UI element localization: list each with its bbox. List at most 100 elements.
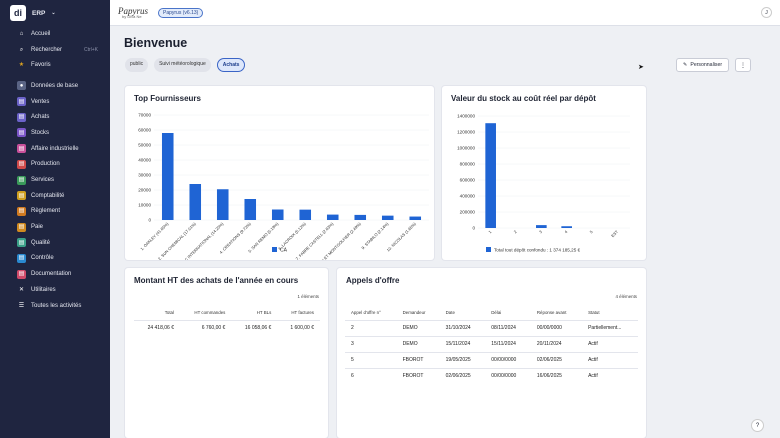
element-count: 4 éléments <box>615 294 637 299</box>
y-tick-label: 200000 <box>460 210 476 215</box>
chip-2[interactable]: Achats <box>216 58 246 72</box>
sidebar-item-11[interactable]: ▤ Règlement <box>0 204 110 220</box>
card-title: Valeur du stock au coût réel par dépôt <box>451 94 596 103</box>
bar[interactable] <box>536 225 547 228</box>
tenders-table: Appel d'offre n° Demandeur Date Délai Répons… <box>345 305 638 384</box>
sidebar-item-5[interactable]: ▤ Achats <box>0 109 110 125</box>
brand-name: Papyrus <box>118 6 148 16</box>
app-title: ERP <box>32 9 46 17</box>
table-cell: 16 058,06 € <box>231 319 278 336</box>
y-tick-label: 400000 <box>460 194 476 199</box>
bar[interactable] <box>409 216 422 220</box>
card-title: Top Fournisseurs <box>134 94 201 103</box>
bar[interactable] <box>299 209 312 220</box>
sidebar-item-7[interactable]: ▤ Affaire industrielle <box>0 141 110 157</box>
box-icon: ▤ <box>17 128 26 138</box>
topbar: Papyrus by Diva Ne Papyrus (v6.13) J <box>110 0 780 26</box>
column-header: HT factures <box>291 309 314 315</box>
sidebar-item-16[interactable]: ✕ Utilitaires <box>0 282 110 298</box>
legend-swatch <box>272 247 277 252</box>
sidebar-item-label: Données de base <box>31 82 79 89</box>
sidebar-item-0[interactable]: ⌂ Accueil <box>0 26 110 42</box>
mouse-cursor-icon: ➤ <box>638 64 644 71</box>
sidebar-item-label: Accueil <box>31 30 51 37</box>
y-tick-label: 800000 <box>460 162 476 167</box>
y-tick-label: 1400000 <box>457 114 475 119</box>
sidebar-item-label: Paie <box>31 224 44 231</box>
y-tick-label: 10000 <box>138 203 151 208</box>
calculator-icon: ▤ <box>17 191 26 201</box>
chip-0[interactable]: public <box>125 58 149 72</box>
customize-button[interactable]: ✎ Personnaliser <box>676 58 730 72</box>
sidebar-item-3[interactable]: ● Données de base <box>0 78 110 94</box>
help-button[interactable]: ? <box>751 419 764 432</box>
bar[interactable] <box>561 226 572 228</box>
brand-logo[interactable]: Papyrus by Diva Ne <box>118 6 148 19</box>
sidebar-item-1[interactable]: ⌕ Rechercher Ctrl+K <box>0 42 110 58</box>
sidebar-item-4[interactable]: ▤ Ventes <box>0 94 110 110</box>
sidebar-item-9[interactable]: ▤ Services <box>0 172 110 188</box>
sidebar-item-10[interactable]: ▤ Comptabilité <box>0 188 110 204</box>
bar[interactable] <box>271 209 284 221</box>
column-header: Appel d'offre n° <box>351 309 381 315</box>
table-cell: DEMO <box>396 319 440 336</box>
sidebar-menu: ⌂ Accueil ⌕ Rechercher Ctrl+K ★ Favoris ● Donnée… <box>0 26 110 313</box>
pencil-icon: ✎ <box>683 62 688 68</box>
table-row[interactable]: 5 FBOROT 19/05/2025 00/00/0000 02/06/2025 Act… <box>345 351 638 368</box>
table-cell: 1 600,00 € <box>277 319 320 336</box>
x-tick-label: 9. STABILO (2.14%) <box>360 221 390 251</box>
sidebar-item-label: Règlement <box>31 208 61 215</box>
x-tick-label: 1 <box>487 229 493 235</box>
sidebar-item-17[interactable]: ☰ Toutes les activités <box>0 298 110 314</box>
table-cell: 24 418,06 € <box>134 319 180 336</box>
wallet-icon: ▤ <box>17 222 26 232</box>
purchase-amount-card: Montant HT des achats de l'année en cour… <box>125 268 328 438</box>
legend-label: Total tout dépôt confondu : 1 374 185,25… <box>494 248 581 253</box>
bar[interactable] <box>244 199 257 220</box>
table-cell: 20/11/2024 <box>530 335 583 352</box>
sidebar-item-label: Contrôle <box>31 255 54 262</box>
sidebar-item-label: Qualité <box>31 239 51 246</box>
y-tick-label: 20000 <box>138 188 151 193</box>
x-tick-label: 1. OAKLEY (41.65%) <box>139 221 170 252</box>
bar[interactable] <box>216 189 229 220</box>
sidebar-item-2[interactable]: ★ Favoris <box>0 57 110 73</box>
sidebar-item-label: Affaire industrielle <box>31 145 79 152</box>
shortcut-hint: Ctrl+K <box>83 46 98 53</box>
table-cell: 31/10/2024 <box>439 319 486 336</box>
version-badge: Papyrus (v6.13) <box>158 7 204 18</box>
column-header: Réponse avant <box>536 309 567 315</box>
sidebar-header[interactable]: di ERP ⌄ <box>0 0 110 26</box>
bar[interactable] <box>485 123 496 228</box>
table-cell: FBOROT <box>396 367 440 384</box>
app-logo: di <box>10 5 26 21</box>
table-cell: Actif <box>582 335 638 352</box>
table-row[interactable]: 3 DEMO 15/11/2024 15/11/2024 20/11/2024 Actif <box>345 335 638 352</box>
dashboard-chips: public Suivi météorologique Achats <box>125 58 246 72</box>
bar[interactable] <box>161 133 174 220</box>
x-tick-label: 5 <box>589 229 595 235</box>
search-icon: ⌕ <box>19 46 24 53</box>
bar[interactable] <box>189 184 202 220</box>
chip-1[interactable]: Suivi météorologique <box>154 58 211 72</box>
bar[interactable] <box>326 214 339 220</box>
sidebar-item-15[interactable]: ▤ Documentation <box>0 266 110 282</box>
table-row[interactable]: 6 FBOROT 02/06/2025 00/00/0000 16/06/2025 Act… <box>345 367 638 384</box>
sidebar-item-6[interactable]: ▤ Stocks <box>0 125 110 141</box>
y-tick-label: 0 <box>472 226 475 231</box>
y-tick-label: 30000 <box>138 173 151 178</box>
bar[interactable] <box>381 215 394 220</box>
stock-value-chart: 0 200000 400000 600000 800000 1000000 1200000 1… <box>457 114 630 253</box>
sidebar-item-12[interactable]: ▤ Paie <box>0 219 110 235</box>
user-avatar[interactable]: J <box>761 7 772 18</box>
more-options-button[interactable]: ⋮ <box>735 58 751 72</box>
sidebar-item-label: Comptabilité <box>31 192 65 199</box>
sidebar-item-13[interactable]: ▤ Qualité <box>0 235 110 251</box>
bar[interactable] <box>354 214 367 220</box>
column-header: Total <box>164 309 174 315</box>
y-tick-label: 60000 <box>138 128 151 133</box>
sidebar-item-14[interactable]: ▤ Contrôle <box>0 251 110 267</box>
table-row[interactable]: 2 DEMO 31/10/2024 08/11/2024 00/00/0000 Parti… <box>345 319 638 336</box>
sidebar-item-8[interactable]: ▤ Production <box>0 157 110 173</box>
table-row[interactable]: 24 418,06 €6 760,00 €16 058,06 €1 600,00… <box>134 319 320 336</box>
